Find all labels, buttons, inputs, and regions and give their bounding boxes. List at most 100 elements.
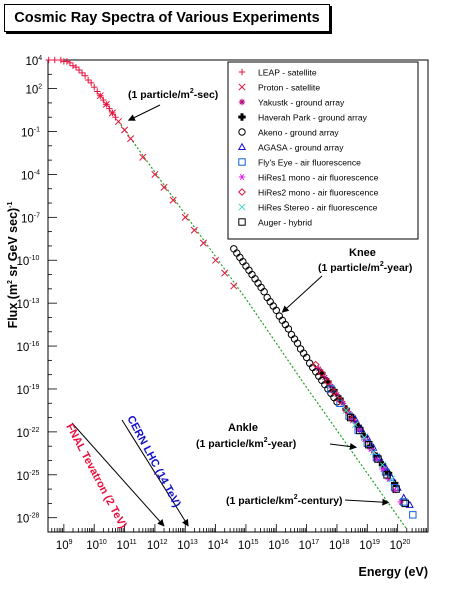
series-0 — [45, 56, 119, 121]
data-point — [360, 434, 368, 442]
spectrum-fit-line — [117, 121, 408, 530]
data-point — [121, 126, 129, 134]
data-point — [399, 493, 408, 501]
x-tick-label: 1013 — [177, 539, 198, 552]
x-tick-label: 1018 — [329, 539, 350, 552]
annotation-particle-per-m2-year: (1 particle/m2-year) — [318, 261, 412, 274]
data-point — [91, 83, 98, 91]
annotation-particle-per-km2-year: (1 particle/km2-year) — [196, 437, 296, 450]
legend-label: Auger - hybrid — [258, 218, 312, 228]
legend-label: AGASA - ground array — [258, 143, 344, 153]
data-point — [78, 69, 86, 77]
data-point — [108, 109, 116, 117]
accelerator-arrow — [121, 419, 189, 527]
data-point — [199, 239, 208, 247]
data-point — [221, 269, 229, 277]
legend-marker — [238, 83, 246, 91]
legend-marker — [238, 203, 246, 211]
series-9 — [342, 406, 396, 483]
arrow-ankle — [329, 443, 357, 451]
x-tick-label: 109 — [56, 539, 73, 552]
data-point — [336, 396, 344, 405]
data-point — [57, 56, 65, 64]
chart-title-box: Cosmic Ray Spectra of Various Experiment… — [4, 4, 330, 32]
arrow-m2-sec — [127, 104, 161, 121]
data-point — [94, 88, 101, 95]
plot-frame — [47, 59, 429, 533]
x-tick-label: 1020 — [390, 539, 411, 552]
data-point — [66, 59, 74, 67]
accelerator-label: CERN LHC (14 TeV) — [124, 414, 183, 510]
data-point — [365, 441, 373, 449]
legend: LEAP - satellite Proton - satellite Yakust… — [227, 61, 419, 240]
data-point — [72, 63, 80, 71]
arrow-km2-century — [344, 498, 390, 506]
data-point — [392, 485, 400, 493]
legend-label: Fly's Eye - air fluorescence — [258, 158, 361, 168]
accelerator-arrow — [71, 422, 165, 527]
legend-marker — [238, 188, 246, 196]
data-point — [342, 406, 350, 414]
data-point — [379, 466, 386, 473]
y-tick-label: 10-10 — [17, 255, 40, 268]
data-point — [383, 471, 391, 479]
data-point — [346, 413, 355, 422]
data-point — [160, 183, 168, 191]
data-point — [356, 426, 364, 435]
data-point — [87, 79, 95, 87]
data-point — [323, 377, 332, 386]
chart-title: Cosmic Ray Spectra of Various Experiment… — [14, 10, 320, 26]
legend-marker — [238, 218, 246, 226]
data-point — [390, 479, 399, 488]
x-tick-label: 1011 — [117, 539, 137, 552]
x-tick-label: 1012 — [147, 539, 168, 552]
annotation-knee: Knee — [349, 247, 376, 259]
y-tick-label: 10-1 — [21, 127, 40, 140]
x-tick-label: 1017 — [299, 539, 320, 552]
data-point — [100, 96, 107, 104]
y-tick-label: 10-22 — [17, 427, 40, 440]
data-point — [45, 56, 52, 64]
x-tick-label: 1014 — [208, 539, 229, 552]
x-axis-label: Energy (eV) — [359, 565, 428, 579]
annotation-ankle: Ankle — [228, 422, 258, 434]
y-axis-label: Flux (m2 sr GeV sec)-1 — [6, 201, 20, 328]
data-point — [169, 196, 177, 204]
y-tick-label: 104 — [26, 55, 43, 68]
data-point — [96, 92, 104, 100]
data-point — [181, 213, 189, 221]
y-tick-label: 102 — [26, 84, 43, 97]
legend-label: HiRes2 mono - air fluorescence — [258, 188, 379, 198]
x-tick-label: 1016 — [268, 539, 289, 552]
legend-box — [227, 61, 419, 240]
x-tick-label: 1019 — [359, 539, 380, 552]
data-point — [284, 325, 293, 333]
data-point — [369, 448, 377, 456]
legend-marker — [238, 98, 246, 106]
data-point — [51, 56, 58, 64]
arrow-knee — [281, 275, 323, 313]
legend-label: Akeno - ground array — [258, 128, 339, 138]
legend-marker — [237, 142, 247, 151]
data-point — [401, 499, 409, 508]
data-point — [230, 282, 238, 290]
data-point — [151, 170, 159, 178]
data-point — [342, 406, 350, 415]
data-point — [293, 339, 302, 347]
legend-label: Yakustk - ground array — [258, 98, 345, 108]
data-point — [330, 387, 338, 396]
data-point — [84, 76, 92, 84]
data-point — [190, 226, 198, 234]
legend-label: Haverah Park - ground array — [258, 113, 368, 123]
legend-marker — [238, 128, 246, 136]
legend-marker — [238, 173, 246, 181]
data-point — [212, 256, 220, 264]
legend-label: HiRes Stereo - air fluorescence — [258, 203, 378, 213]
y-tick-label: 10-19 — [17, 384, 40, 397]
legend-label: HiRes1 mono - air fluorescence — [258, 173, 379, 183]
data-point — [127, 135, 135, 143]
data-point — [388, 475, 396, 483]
legend-marker — [238, 158, 246, 166]
y-tick-label: 10-13 — [17, 298, 40, 311]
